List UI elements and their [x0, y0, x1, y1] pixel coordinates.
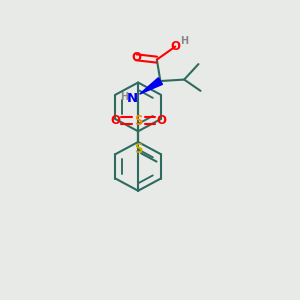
Text: O: O — [131, 51, 141, 64]
Text: O: O — [170, 40, 180, 53]
Text: S: S — [134, 114, 142, 128]
Text: O: O — [110, 114, 120, 127]
Text: H: H — [120, 92, 128, 102]
Text: S: S — [134, 142, 142, 156]
Text: H: H — [180, 36, 188, 46]
Text: N: N — [127, 92, 138, 105]
Polygon shape — [140, 78, 163, 94]
Text: O: O — [156, 114, 166, 127]
